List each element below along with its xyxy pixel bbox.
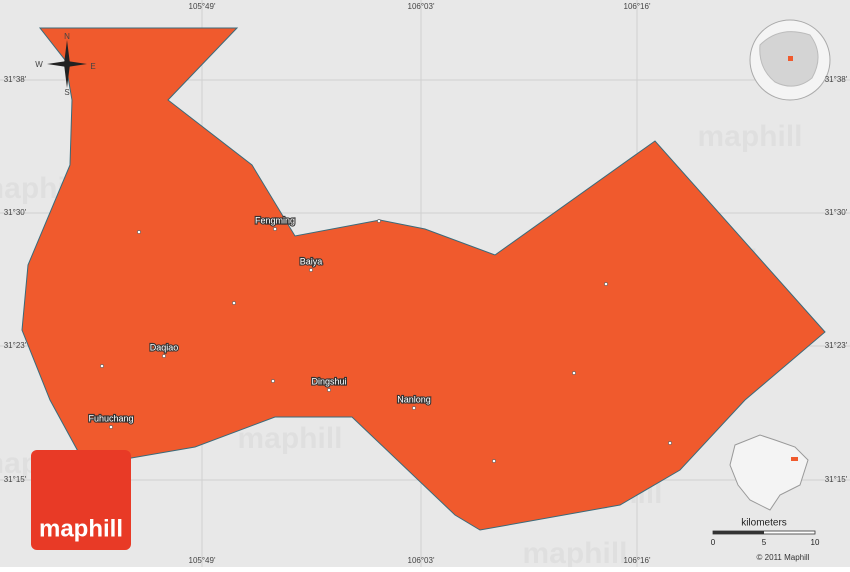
place-label: Daqiao [150, 342, 179, 352]
compass: N S E W [35, 32, 95, 97]
settlement-dot [137, 230, 141, 234]
settlement-dot [271, 379, 275, 383]
place-dot [162, 354, 166, 358]
latitude-label-right: 31°15' [825, 475, 848, 484]
settlement-dot [668, 441, 672, 445]
province-inset [729, 434, 809, 511]
longitude-label-bottom: 106°03' [408, 556, 435, 565]
longitude-label-top: 106°16' [624, 2, 651, 11]
longitude-label-bottom: 106°16' [624, 556, 651, 565]
place-label: Fuhuchang [88, 413, 133, 423]
settlement-dots [100, 219, 672, 463]
latitude-label-left: 31°30' [4, 208, 27, 217]
latitude-label-left: 31°23' [4, 341, 27, 350]
compass-west: W [35, 60, 43, 69]
settlement-dot [232, 301, 236, 305]
scale-tick-label: 5 [762, 538, 767, 547]
copyright: © 2011 Maphill [757, 553, 810, 562]
compass-north: N [64, 32, 70, 41]
latitude-label-right: 31°30' [825, 208, 848, 217]
longitude-label-top: 105°49' [189, 2, 216, 11]
scale-tick-label: 10 [811, 538, 820, 547]
compass-east: E [90, 62, 95, 71]
settlement-dot [492, 459, 496, 463]
longitude-label-bottom: 105°49' [189, 556, 216, 565]
globe-inset [749, 19, 831, 101]
watermark: maphill [237, 422, 342, 455]
scale-bar: kilometers [712, 518, 816, 535]
place-label: Baiya [300, 256, 323, 266]
place-label: Nanlong [397, 394, 431, 404]
settlement-dot [604, 282, 608, 286]
logo: maphill [31, 450, 131, 550]
place-dot [109, 425, 113, 429]
latitude-label-left: 31°38' [4, 75, 27, 84]
scale-title: kilometers [741, 518, 787, 529]
place-label: Dingshui [311, 376, 346, 386]
settlement-dot [377, 219, 381, 223]
watermark: maphill [697, 120, 802, 153]
latitude-label-right: 31°38' [825, 75, 848, 84]
latitude-label-right: 31°23' [825, 341, 848, 350]
place-dot [412, 406, 416, 410]
region [21, 27, 826, 531]
latitude-label-left: 31°15' [4, 475, 27, 484]
settlement-dot [100, 364, 104, 368]
logo-text: maphill [39, 515, 123, 542]
place-dot [309, 268, 313, 272]
place-dot [273, 227, 277, 231]
compass-south: S [64, 88, 69, 97]
watermark: maphill [522, 537, 627, 567]
longitude-label-top: 106°03' [408, 2, 435, 11]
scale-tick-label: 0 [711, 538, 716, 547]
settlement-dot [572, 371, 576, 375]
place-label: Fengming [255, 215, 295, 225]
place-dot [327, 388, 331, 392]
